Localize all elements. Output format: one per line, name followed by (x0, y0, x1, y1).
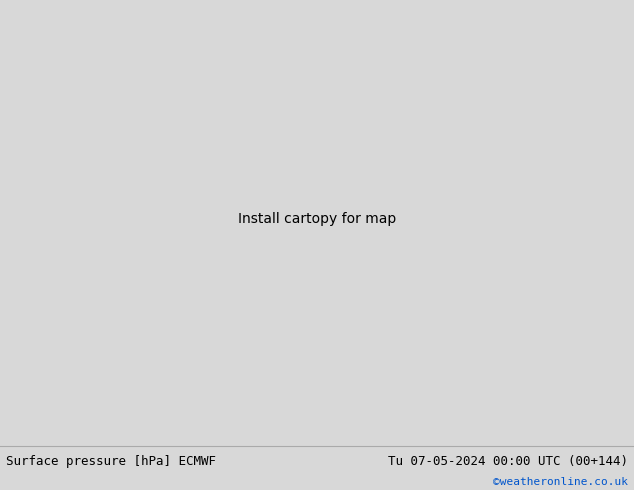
Text: Install cartopy for map: Install cartopy for map (238, 212, 396, 226)
Text: Surface pressure [hPa] ECMWF: Surface pressure [hPa] ECMWF (6, 455, 216, 468)
Text: Tu 07-05-2024 00:00 UTC (00+144): Tu 07-05-2024 00:00 UTC (00+144) (387, 455, 628, 468)
Text: ©weatheronline.co.uk: ©weatheronline.co.uk (493, 477, 628, 487)
